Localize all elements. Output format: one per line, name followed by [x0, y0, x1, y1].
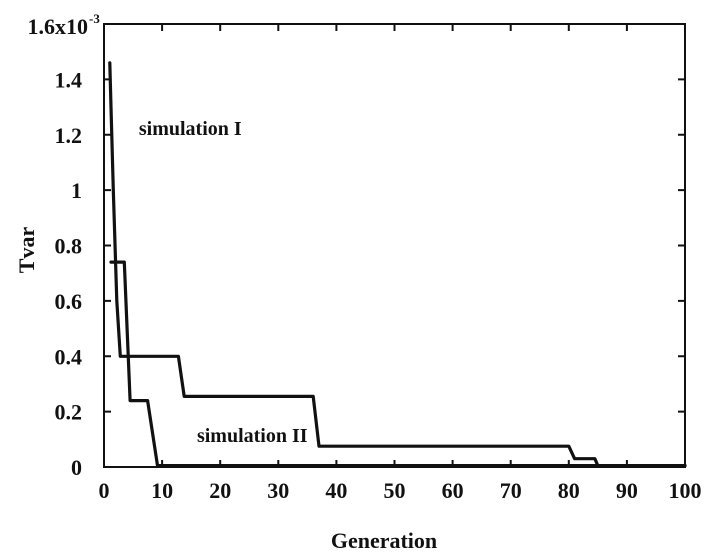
y-tick-label: 0.8 [55, 234, 83, 259]
y-axis-title: Tvar [14, 227, 39, 274]
series-line-2 [109, 260, 687, 468]
y-tick-label: 0.6 [55, 289, 83, 314]
x-tick-label: 80 [558, 478, 580, 503]
y-tick-label: 0.4 [55, 344, 83, 369]
axis-ticks [103, 23, 686, 468]
x-tick-label: 20 [209, 478, 231, 503]
series-layer [108, 61, 687, 468]
annotation-simulation-2: simulation II [197, 425, 308, 447]
x-axis-title: Generation [331, 528, 437, 553]
x-tick-label: 90 [616, 478, 638, 503]
x-tick-label: 10 [151, 478, 173, 503]
series-line-1 [108, 61, 687, 468]
x-tick-label: 50 [384, 478, 406, 503]
y-tick-label: 0.2 [55, 400, 83, 425]
plot-frame [103, 23, 686, 468]
x-tick-label: 30 [267, 478, 289, 503]
x-tick-label: 60 [442, 478, 464, 503]
y-tick-exponent: -3 [89, 11, 100, 26]
x-tick-label: 0 [99, 478, 110, 503]
tick-labels: 0 10 20 30 40 50 60 70 80 90 100 0 0.2 0.4 0.6 0.8 1 1.2 1… [28, 11, 702, 503]
y-tick-label: 0 [71, 455, 82, 480]
y-tick-label: 1.2 [55, 123, 83, 148]
y-tick-label: 1.6x10 [28, 14, 89, 39]
x-tick-label: 70 [500, 478, 522, 503]
y-tick-label: 1 [71, 178, 82, 203]
x-tick-label: 100 [669, 478, 702, 503]
x-tick-label: 40 [325, 478, 347, 503]
y-tick-label: 1.4 [55, 67, 83, 92]
annotation-simulation-1: simulation I [139, 118, 242, 140]
